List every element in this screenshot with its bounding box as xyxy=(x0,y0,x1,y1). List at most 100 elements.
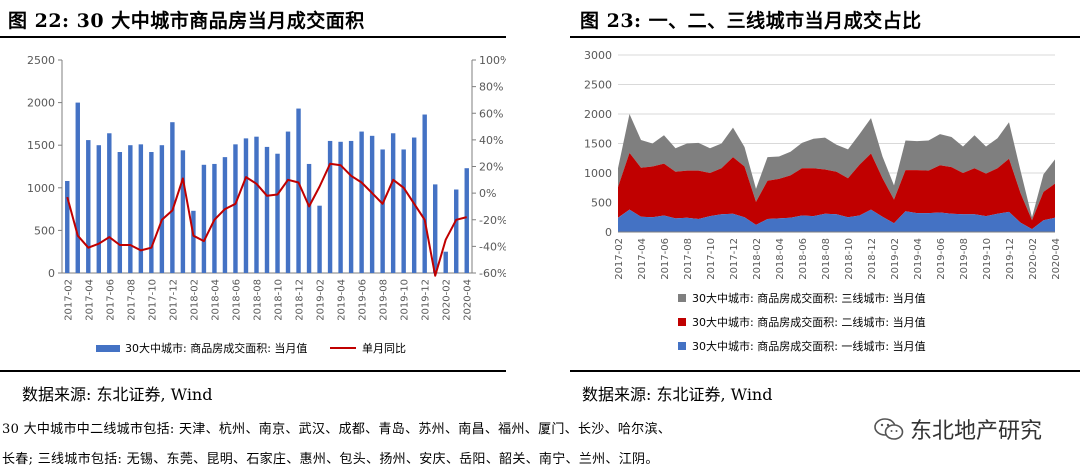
left-chart-svg: 0 500 1000 1500 2000 2500 -60% -40% -20% 0% 20% 40%… xyxy=(27,54,506,355)
x-tick-label: 2019-06 xyxy=(936,238,947,280)
y-tick-label: 2500 xyxy=(584,79,612,92)
yoy-line xyxy=(66,162,467,277)
y-tick-label: 1500 xyxy=(584,138,612,151)
bar xyxy=(65,180,70,273)
bar xyxy=(138,144,144,273)
bar xyxy=(222,157,228,273)
y-right-tick-label: 60% xyxy=(479,107,503,120)
bar xyxy=(454,189,459,273)
bar xyxy=(285,131,291,273)
y-left-tick-label: 1500 xyxy=(27,139,55,152)
x-tick-label: 2020-04 xyxy=(463,279,474,321)
x-tick-label: 2018-04 xyxy=(775,238,786,280)
y-right-tick-label: -60% xyxy=(479,267,506,280)
left-chart: 0 500 1000 1500 2000 2500 -60% -40% -20% 0% 20% 40%… xyxy=(0,40,506,366)
tier1-area xyxy=(618,209,1055,232)
legend-swatch-tier1-area xyxy=(678,342,686,350)
bar xyxy=(201,164,207,273)
wechat-icon xyxy=(874,418,904,440)
x-tick-label: 2020-02 xyxy=(1028,238,1039,280)
y-left-tick-label: 500 xyxy=(34,224,55,237)
x-tick-label: 2017-02 xyxy=(63,279,74,321)
x-tick-label: 2018-02 xyxy=(189,279,200,321)
tier3-area xyxy=(618,114,1055,221)
y-tick-label: 2000 xyxy=(584,108,612,121)
bar xyxy=(327,140,333,273)
x-tick-label: 2018-12 xyxy=(867,238,878,280)
x-tick-label: 2019-08 xyxy=(379,279,390,321)
x-tick-label: 2017-06 xyxy=(105,279,116,321)
y-right-tick-label: 0% xyxy=(479,187,496,200)
legend-bar-label: 30大中城市: 商品房成交面积: 当月值 xyxy=(125,341,307,355)
bar xyxy=(338,141,343,273)
footnote-line-2: 长春; 三线城市包括: 无锡、东莞、昆明、石家庄、惠州、包头、扬州、安庆、岳阳、… xyxy=(2,452,659,467)
x-tick-label: 2019-12 xyxy=(421,279,432,321)
left-figure-title: 图 22: 30 大中城市商品房当月成交面积 xyxy=(8,10,365,32)
legend-line-label: 单月同比 xyxy=(362,342,406,355)
watermark-text: 东北地产研究 xyxy=(909,419,1042,444)
right-figure-title: 图 23: 一、二、三线城市当月成交占比 xyxy=(580,10,922,32)
bar xyxy=(317,205,322,273)
x-tick-label: 2018-06 xyxy=(798,238,809,280)
tier2-area xyxy=(618,152,1055,230)
y-left-tick-label: 2500 xyxy=(27,54,55,67)
x-tick-label: 2017-08 xyxy=(126,279,137,321)
bar xyxy=(401,149,406,273)
bar xyxy=(306,163,312,273)
x-tick-label: 2018-08 xyxy=(821,238,832,280)
legend-label-tier1-area: 30大中城市: 商品房成交面积: 一线城市: 当月值 xyxy=(692,339,926,353)
x-tick-label: 2018-10 xyxy=(844,238,855,280)
right-chart-svg: 0 500 1000 1500 2000 2500 3000 2017-02 2017-04 20… xyxy=(584,49,1062,353)
legend-label-tier3-area: 30大中城市: 商品房成交面积: 三线城市: 当月值 xyxy=(692,291,926,305)
y-right-tick-label: -20% xyxy=(479,214,506,227)
footnote-line-1: 30 大中城市中二线城市包括: 天津、杭州、南京、武汉、成都、青岛、苏州、南昌、… xyxy=(2,422,672,437)
bar xyxy=(107,133,112,273)
y-tick-label: 3000 xyxy=(584,49,612,62)
bar xyxy=(128,145,133,273)
left-source: 数据来源: 东北证券, Wind xyxy=(22,385,213,404)
legend-swatch-tier3-area xyxy=(678,294,686,302)
bar xyxy=(159,145,165,273)
y-right-tick-label: 80% xyxy=(479,81,503,94)
x-tick-label: 2019-02 xyxy=(890,238,901,280)
bar xyxy=(243,138,249,273)
y-left-tick-label: 0 xyxy=(48,267,55,280)
x-tick-label: 2017-10 xyxy=(147,279,158,321)
bar xyxy=(180,150,186,273)
bar xyxy=(275,153,280,273)
x-tick-label: 2018-06 xyxy=(231,279,242,321)
bar xyxy=(117,152,123,273)
x-tick-label: 2017-12 xyxy=(729,238,740,280)
bar xyxy=(380,149,385,273)
x-tick-label: 2018-10 xyxy=(274,279,285,321)
x-tick-label: 2019-12 xyxy=(1005,238,1016,280)
x-tick-label: 2017-10 xyxy=(706,238,717,280)
x-tick-label: 2017-04 xyxy=(637,238,648,280)
y-right-tick-label: 40% xyxy=(479,134,503,147)
y-left-tick-label: 2000 xyxy=(27,97,55,110)
bar xyxy=(254,136,259,273)
bar xyxy=(170,122,175,273)
x-tick-label: 2019-10 xyxy=(400,279,411,321)
watermark: 东北地产研究 xyxy=(874,413,1042,445)
bar xyxy=(191,210,196,273)
x-tick-label: 2019-06 xyxy=(358,279,369,321)
legend-swatch-tier2-area xyxy=(678,318,686,326)
legend-label-tier2-area: 30大中城市: 商品房成交面积: 二线城市: 当月值 xyxy=(692,315,926,329)
y-right-tick-label: 20% xyxy=(479,161,503,174)
y-tick-label: 0 xyxy=(605,226,612,239)
right-title-rule xyxy=(570,36,1080,38)
bar xyxy=(369,135,375,273)
bar xyxy=(264,146,270,273)
x-tick-label: 2018-12 xyxy=(295,279,306,321)
right-chart: 0 500 1000 1500 2000 2500 3000 2017-02 2017-04 20… xyxy=(570,40,1080,366)
x-tick-label: 2017-04 xyxy=(84,279,95,321)
left-title-rule xyxy=(0,36,506,38)
bar xyxy=(86,140,91,273)
x-tick-label: 2017-08 xyxy=(683,238,694,280)
x-tick-label: 2019-02 xyxy=(316,279,327,321)
y-right-tick-label: 100% xyxy=(479,54,506,67)
x-tick-label: 2017-12 xyxy=(168,279,179,321)
x-tick-label: 2019-04 xyxy=(337,279,348,321)
y-right-tick-label: -40% xyxy=(479,240,506,253)
